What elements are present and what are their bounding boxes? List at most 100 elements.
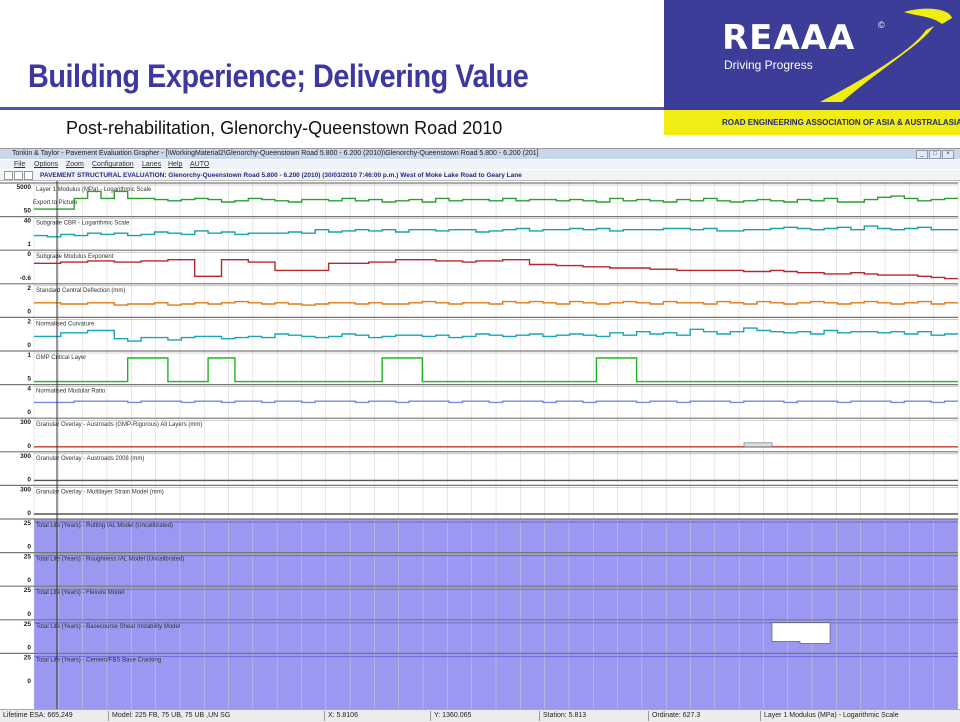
status-model: Model: 225 FB, 75 UB, 75 UB ,UN SG: [112, 712, 231, 719]
status-esa: Lifetime ESA: 665,249: [3, 712, 73, 719]
panel-2: 0 -0.6 Subgrade Modulus Exponent: [0, 249, 958, 282]
axis-tick-bottom: 0: [27, 476, 31, 483]
logo-tagline: Driving Progress: [724, 58, 813, 72]
first-icon[interactable]: [4, 171, 13, 180]
axis-tick-top: 25: [24, 554, 32, 561]
association-name: ROAD ENGINEERING ASSOCIATION OF ASIA & A…: [722, 118, 960, 127]
registered-mark: ©: [878, 20, 885, 30]
axis-tick-top: 25: [24, 621, 32, 628]
series-line: [34, 400, 958, 404]
panel-label: Layer 1 Modulus (MPa) - Logarithmic Scal…: [36, 187, 152, 193]
menu-help[interactable]: Help: [168, 161, 183, 168]
logo-wordmark: REAAA: [722, 18, 856, 58]
export-tooltip: Export to Picture: [33, 200, 78, 206]
panel-10: 25 0 Total Life (Years) - Rutting IAL Mode…: [0, 518, 958, 551]
panel-label: Total Life (Years) - Roughness IAL Model…: [36, 557, 184, 563]
axis-tick-bottom: 5: [27, 376, 31, 383]
life-dip: [771, 622, 831, 644]
reaaa-logo: REAAA © Driving Progress: [664, 0, 960, 110]
axis-tick-bottom: 0: [27, 611, 31, 618]
axis-tick-top: 2: [27, 318, 31, 325]
panel-12: 25 0 Total Life (Years) - Flexure Model: [0, 585, 958, 618]
menu-configuration[interactable]: Configuration: [92, 161, 134, 168]
axis-tick-bottom: 0: [27, 644, 31, 651]
status-bar: Lifetime ESA: 665,249 Model: 225 FB, 75 …: [0, 709, 960, 722]
panel-13: 25 0 Total Life (Years) - Basecourse Shear…: [0, 619, 958, 651]
status-layer: Layer 1 Modulus (MPa) - Logarithmic Scal…: [764, 712, 899, 719]
panel-14: 25 0 Total Life (Years) - Cement/FBS Base …: [0, 652, 958, 685]
series-line: [34, 357, 958, 383]
panel-label: Normalised Curvature: [36, 321, 95, 327]
axis-tick-bottom: 0: [27, 308, 31, 315]
maximize-button[interactable]: □: [929, 150, 941, 159]
panel-8: 300 0 Granular Overlay - Austroads 2008 (m…: [0, 451, 958, 483]
window-titlebar: Tonkin & Taylor - Pavement Evaluation Gr…: [0, 149, 960, 159]
evaluation-header: PAVEMENT STRUCTURAL EVALUATION: Glenorch…: [40, 172, 522, 179]
menu-lanes[interactable]: Lanes: [142, 161, 162, 168]
window-title: Tonkin & Taylor - Pavement Evaluation Gr…: [12, 150, 539, 157]
axis-tick-bottom: 0: [27, 577, 31, 584]
series-line: [34, 259, 958, 280]
axis-tick-bottom: 50: [24, 208, 32, 215]
series-line: [34, 327, 958, 342]
axis-tick-top: 40: [24, 218, 32, 225]
axis-tick-top: 300: [20, 419, 31, 426]
association-band: ROAD ENGINEERING ASSOCIATION OF ASIA & A…: [664, 110, 960, 135]
panel-4: 2 0 Normalised Curvature: [0, 316, 958, 349]
status-station: Station: 5.813: [543, 712, 587, 719]
axis-tick-bottom: 0: [27, 510, 31, 517]
slide-subtitle: Post-rehabilitation, Glenorchy-Queenstow…: [66, 118, 503, 138]
menu-zoom[interactable]: Zoom: [66, 161, 84, 168]
axis-tick-bottom: -0.6: [20, 275, 32, 282]
panel-6: 4 0 Normalised Modular Ratio: [0, 384, 958, 416]
overlay-bar: [743, 442, 773, 448]
panel-3: 2 0 Standard Central Deflection (mm): [0, 283, 958, 315]
axis-tick-bottom: 0: [27, 443, 31, 450]
panel-label: Total Life (Years) - Basecourse Shear In…: [36, 624, 180, 630]
axis-tick-bottom: 0: [27, 409, 31, 416]
menu-bar: File Options Zoom Configuration Lanes He…: [0, 160, 960, 169]
panel-9: 300 0 Granular Overlay - Multilayer Strain…: [0, 484, 958, 517]
series-line: [34, 190, 958, 210]
axis-tick-top: 1: [27, 352, 31, 359]
panel-label: Subgrade CBR - Logarithmic Scale: [36, 221, 130, 227]
panel-label: Granular Overlay - Austroads 2008 (mm): [36, 456, 144, 462]
slide-title: Building Experience; Delivering Value: [28, 58, 529, 94]
close-button[interactable]: ×: [942, 150, 954, 159]
series-line: [34, 225, 958, 238]
status-y: Y: 1360.065: [434, 712, 472, 719]
axis-tick-top: 2: [27, 285, 31, 292]
axis-tick-top: 25: [24, 587, 32, 594]
axis-tick-top: 0: [27, 251, 31, 258]
menu-file[interactable]: File: [14, 161, 26, 168]
minimize-button[interactable]: _: [916, 150, 928, 159]
title-divider: [0, 107, 664, 110]
logo-swoosh-icon: [820, 8, 952, 102]
panel-label: Granular Overlay - Multilayer Strain Mod…: [36, 489, 164, 495]
pavement-grapher-window: Tonkin & Taylor - Pavement Evaluation Gr…: [0, 148, 960, 722]
panel-label: Total Life (Years) - Rutting IAL Model (…: [36, 523, 173, 529]
panel-7: 300 0 Granular Overlay - Austroads (GMP-Ri…: [0, 417, 958, 450]
menu-options[interactable]: Options: [34, 161, 59, 168]
panel-label: GMP Critical Layer: [36, 355, 86, 361]
panel-label: Total Life (Years) - Flexure Model: [36, 590, 124, 596]
toolbar: PAVEMENT STRUCTURAL EVALUATION: Glenorch…: [0, 170, 960, 181]
panel-label: Normalised Modular Ratio: [36, 389, 106, 395]
axis-tick-top: 4: [27, 386, 31, 393]
next-icon[interactable]: [24, 171, 33, 180]
status-x: X: 5.8106: [328, 712, 358, 719]
menu-auto[interactable]: AUTO: [190, 161, 210, 168]
status-ordinate: Ordinate: 627.3: [652, 712, 701, 719]
panel-label: Standard Central Deflection (mm): [36, 288, 125, 294]
axis-tick-top: 300: [20, 453, 31, 460]
axis-tick-top: 300: [20, 486, 31, 493]
axis-tick-bottom: 1: [27, 241, 31, 248]
panel-1: 40 1 Subgrade CBR - Logarithmic Scale: [0, 215, 958, 248]
axis-tick-bottom: 0: [27, 544, 31, 551]
prev-icon[interactable]: [14, 171, 23, 180]
panel-11: 25 0 Total Life (Years) - Roughness IAL Mo…: [0, 552, 958, 584]
axis-tick-top: 5000: [17, 184, 32, 191]
panel-label: Granular Overlay - Austroads (GMP-Rigoro…: [36, 422, 202, 428]
panel-5: 1 5 GMP Critical Layer: [0, 350, 958, 383]
